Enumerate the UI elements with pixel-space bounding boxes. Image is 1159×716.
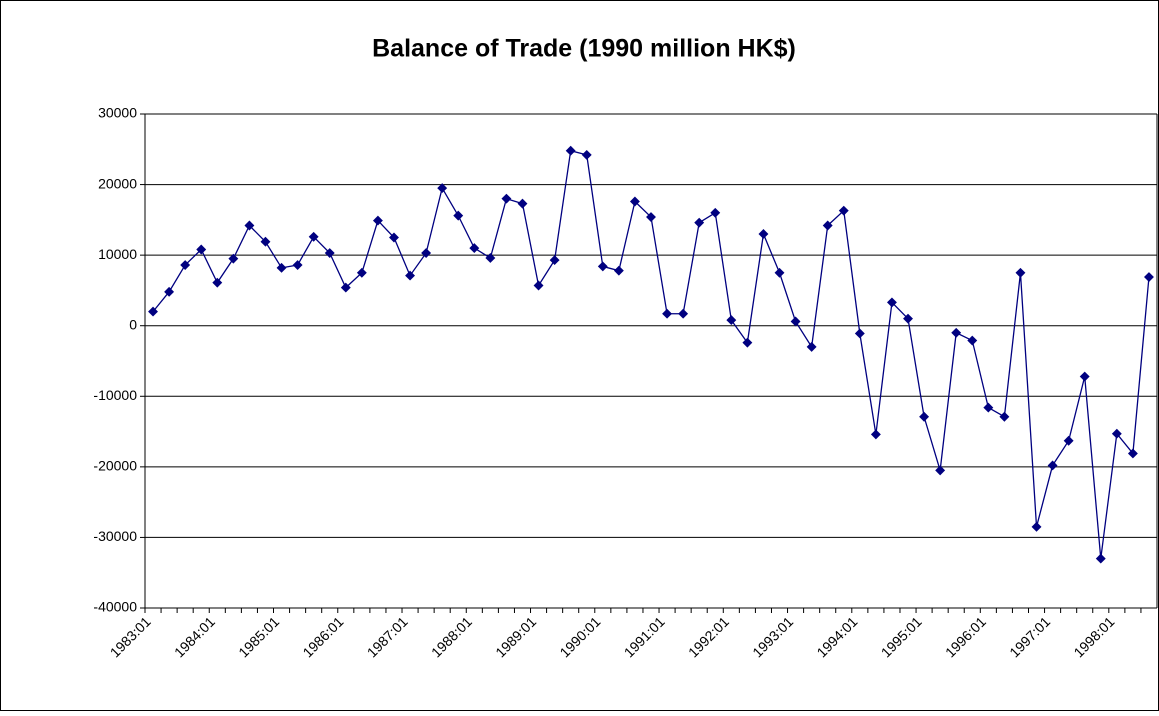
point-marker — [1031, 521, 1042, 532]
point-marker — [887, 297, 897, 308]
point-marker — [983, 402, 994, 413]
point-marker — [485, 253, 496, 263]
y-tick-label: -10000 — [93, 387, 137, 403]
point-marker — [1015, 267, 1026, 278]
point-marker — [854, 328, 865, 339]
point-marker — [212, 277, 223, 288]
point-marker — [1063, 435, 1074, 446]
point-marker — [148, 306, 158, 317]
point-marker — [372, 215, 383, 226]
point-marker — [565, 145, 576, 156]
point-marker — [646, 212, 656, 222]
point-marker — [276, 262, 287, 273]
point-marker — [405, 270, 415, 281]
point-marker — [629, 196, 640, 207]
y-tick-label: -20000 — [93, 458, 137, 474]
point-marker — [742, 337, 753, 348]
point-marker — [1095, 553, 1106, 564]
point-marker — [164, 286, 175, 297]
point-marker — [967, 335, 978, 346]
point-marker — [180, 260, 191, 270]
point-marker — [726, 315, 737, 326]
point-marker — [437, 183, 448, 194]
point-marker — [389, 232, 399, 243]
point-marker — [196, 244, 207, 255]
point-marker — [228, 253, 239, 264]
point-marker — [790, 316, 801, 327]
point-marker — [1111, 428, 1122, 439]
point-marker — [678, 308, 689, 319]
point-marker — [662, 308, 673, 319]
point-marker — [549, 255, 560, 266]
y-tick-label: 20000 — [98, 175, 137, 191]
point-marker — [517, 198, 528, 209]
point-marker — [838, 205, 849, 216]
chart-title: Balance of Trade (1990 million HK$) — [372, 35, 796, 63]
point-marker — [710, 207, 721, 218]
point-marker — [1127, 448, 1138, 459]
point-marker — [951, 327, 962, 338]
point-marker — [903, 313, 913, 324]
point-marker — [935, 465, 946, 476]
point-marker — [501, 193, 512, 204]
point-marker — [597, 261, 608, 272]
point-marker — [999, 411, 1010, 422]
y-tick-label: 30000 — [98, 105, 137, 121]
point-marker — [469, 243, 480, 254]
y-tick-label: -30000 — [93, 528, 137, 544]
point-marker — [453, 210, 464, 221]
point-marker — [758, 229, 769, 239]
y-tick-label: 0 — [129, 316, 137, 332]
point-marker — [292, 260, 303, 270]
point-marker — [1079, 371, 1090, 382]
point-marker — [260, 236, 271, 247]
point-marker — [694, 217, 705, 228]
y-tick-label: -40000 — [93, 599, 137, 615]
point-marker — [533, 280, 544, 291]
point-marker — [581, 149, 592, 160]
point-marker — [919, 411, 930, 422]
point-marker — [822, 220, 833, 231]
point-marker — [806, 341, 817, 352]
point-marker — [1144, 272, 1154, 282]
point-marker — [613, 265, 624, 276]
point-marker — [1047, 460, 1058, 471]
point-marker — [340, 282, 351, 293]
point-marker — [244, 220, 255, 231]
point-marker — [356, 267, 367, 278]
point-marker — [774, 267, 785, 278]
point-marker — [308, 231, 319, 242]
y-tick-label: 10000 — [98, 246, 137, 262]
point-marker — [870, 429, 881, 440]
